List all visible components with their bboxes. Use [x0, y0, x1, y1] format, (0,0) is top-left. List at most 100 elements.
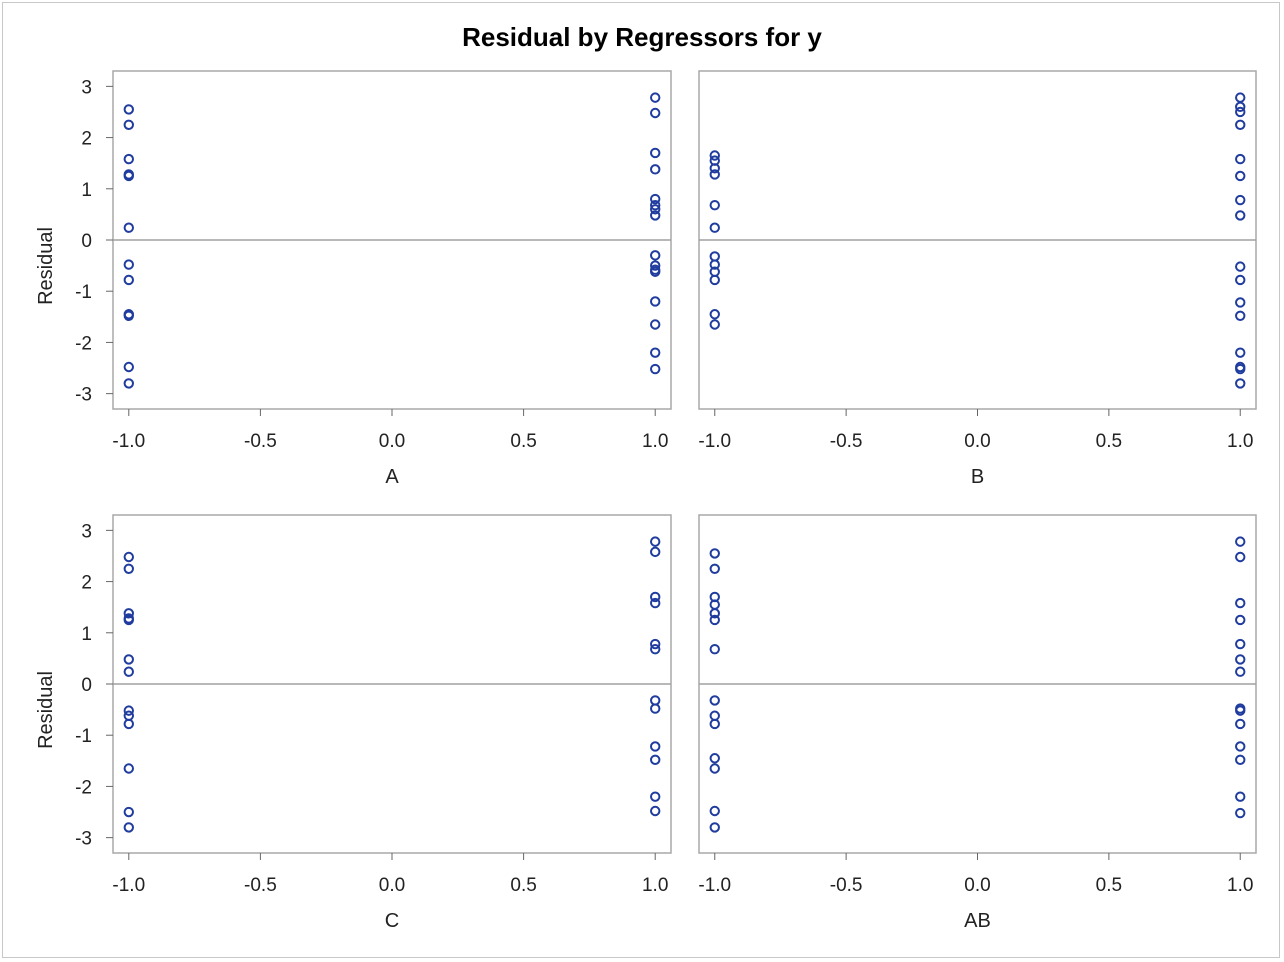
data-point	[123, 654, 134, 665]
data-point	[123, 378, 134, 389]
y-tick-label: 0	[81, 231, 92, 252]
data-point	[1235, 210, 1246, 221]
panel-3: -1.0 -0.5 0.0 0.5 1.0 3 2 1 0 -1 -2 -3 C Residual	[35, 514, 672, 932]
data-point	[123, 822, 134, 833]
x-tick-label: -0.5	[244, 431, 277, 452]
x-tick-label: -0.5	[244, 875, 277, 896]
data-point	[1235, 153, 1246, 165]
data-point	[709, 822, 720, 833]
data-point	[650, 296, 661, 307]
data-point	[650, 741, 661, 752]
data-point	[709, 163, 720, 174]
x-tick-label: 0.0	[379, 875, 405, 896]
x-tick-label: 0.5	[510, 431, 536, 452]
data-point	[650, 193, 661, 205]
data-point	[650, 695, 661, 706]
data-point	[123, 718, 134, 730]
data-point	[123, 104, 134, 115]
data-point	[709, 169, 720, 180]
data-point	[650, 164, 661, 175]
panel-4: -1.0 -0.5 0.0 0.5 1.0 AB	[698, 514, 1257, 932]
x-tick-label: 0.0	[379, 431, 405, 452]
data-point	[650, 347, 661, 358]
x-tick-label: 0.0	[964, 875, 990, 896]
x-tick-label: 0.5	[510, 875, 536, 896]
data-point	[123, 705, 134, 716]
data-point	[709, 753, 720, 764]
data-point	[650, 92, 661, 103]
data-point	[709, 251, 720, 262]
data-point	[1235, 119, 1246, 130]
y-tick-label: -1	[75, 282, 92, 303]
data-point	[650, 319, 661, 330]
data-point	[650, 266, 661, 277]
x-tick-label: -1.0	[698, 431, 731, 452]
data-point	[1235, 106, 1246, 118]
y-tick-label: -2	[75, 777, 92, 798]
data-point	[123, 310, 134, 321]
data-point	[650, 638, 661, 650]
data-point	[123, 119, 134, 130]
data-point	[123, 806, 134, 818]
y-tick-label: -2	[75, 333, 92, 354]
data-point	[1235, 718, 1246, 730]
data-point	[1235, 614, 1246, 626]
data-point	[123, 763, 134, 774]
x-axis-label: B	[971, 466, 984, 488]
data-point	[709, 763, 720, 774]
y-tick-label: -3	[75, 829, 92, 850]
x-tick-label: -0.5	[830, 875, 863, 896]
x-tick-label: -0.5	[830, 431, 863, 452]
data-point	[650, 250, 661, 261]
data-point	[709, 608, 720, 619]
x-tick-label: 0.5	[1096, 431, 1122, 452]
data-point	[123, 608, 134, 619]
data-point	[1235, 274, 1246, 286]
y-tick-label: 1	[81, 624, 92, 645]
data-point	[709, 614, 720, 626]
x-tick-label: 0.5	[1096, 875, 1122, 896]
data-point	[650, 536, 661, 547]
data-point	[1235, 551, 1246, 563]
data-point	[1235, 597, 1246, 609]
x-tick-label: 1.0	[642, 431, 668, 452]
y-tick-label: -3	[75, 385, 92, 406]
y-axis-label: Residual	[35, 671, 57, 749]
data-point	[709, 259, 720, 270]
x-axis-label: A	[385, 466, 399, 488]
data-point	[1235, 754, 1246, 765]
data-point	[709, 710, 720, 721]
data-point	[1235, 170, 1246, 182]
panel-1: -1.0 -0.5 0.0 0.5 1.0 3 2 1 0 -1 -2 -3 A Residual	[35, 70, 672, 488]
data-point	[650, 591, 661, 603]
data-point	[1235, 347, 1246, 358]
data-point	[1235, 310, 1246, 321]
data-point	[709, 548, 720, 559]
data-point	[650, 107, 661, 119]
data-point	[709, 222, 720, 233]
x-tick-label: -1.0	[698, 875, 731, 896]
data-point	[123, 153, 134, 165]
data-point	[650, 546, 661, 558]
data-point	[650, 754, 661, 765]
data-point	[1235, 654, 1246, 665]
chart-title: Residual by Regressors for y	[462, 22, 822, 52]
data-point	[709, 274, 720, 286]
data-point	[1235, 807, 1246, 819]
y-tick-label: 3	[81, 521, 92, 542]
x-axis-label: AB	[964, 910, 991, 932]
data-point	[650, 204, 661, 215]
data-point	[1235, 92, 1246, 103]
data-point	[650, 805, 661, 817]
data-point	[650, 260, 661, 271]
data-point	[123, 170, 134, 182]
y-axis-label: Residual	[35, 227, 57, 305]
y-tick-label: 3	[81, 77, 92, 98]
data-point	[650, 363, 661, 375]
data-point	[650, 643, 661, 655]
data-point	[709, 563, 720, 574]
data-point	[709, 805, 720, 817]
data-point	[709, 319, 720, 330]
data-point	[709, 718, 720, 730]
